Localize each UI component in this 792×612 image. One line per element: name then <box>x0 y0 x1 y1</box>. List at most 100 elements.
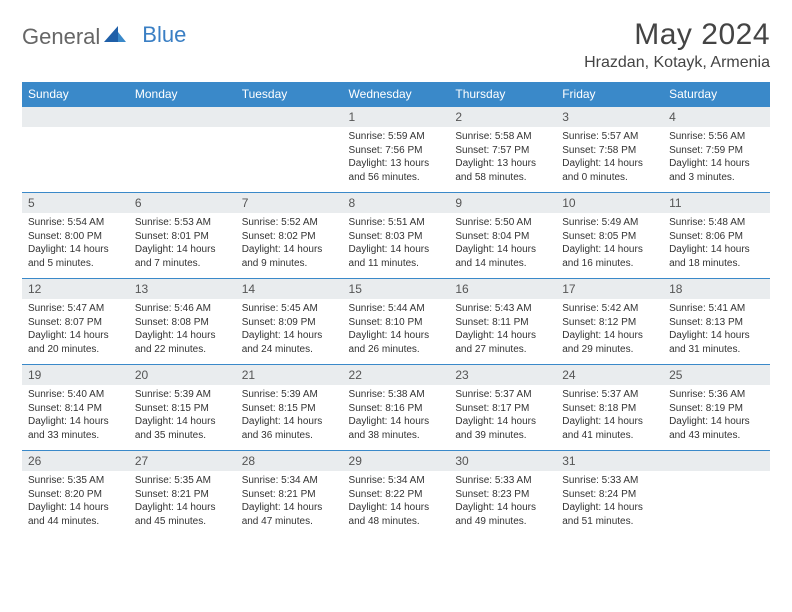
day-details: Sunrise: 5:56 AMSunset: 7:59 PMDaylight:… <box>663 127 770 188</box>
day-cell: 10Sunrise: 5:49 AMSunset: 8:05 PMDayligh… <box>556 193 663 279</box>
day-cell: 2Sunrise: 5:58 AMSunset: 7:57 PMDaylight… <box>449 107 556 193</box>
day-details: Sunrise: 5:39 AMSunset: 8:15 PMDaylight:… <box>236 385 343 446</box>
day-number: 4 <box>663 107 770 127</box>
day-details: Sunrise: 5:35 AMSunset: 8:20 PMDaylight:… <box>22 471 129 532</box>
day-cell: 20Sunrise: 5:39 AMSunset: 8:15 PMDayligh… <box>129 365 236 451</box>
day-number: 10 <box>556 193 663 213</box>
day-details: Sunrise: 5:35 AMSunset: 8:21 PMDaylight:… <box>129 471 236 532</box>
day-header: Sunday <box>22 82 129 107</box>
day-details: Sunrise: 5:57 AMSunset: 7:58 PMDaylight:… <box>556 127 663 188</box>
day-number: 30 <box>449 451 556 471</box>
logo-text-1: General <box>22 24 100 50</box>
day-number: 20 <box>129 365 236 385</box>
day-number: 31 <box>556 451 663 471</box>
day-number: 12 <box>22 279 129 299</box>
empty-cell <box>22 107 129 193</box>
day-details: Sunrise: 5:45 AMSunset: 8:09 PMDaylight:… <box>236 299 343 360</box>
day-number: 11 <box>663 193 770 213</box>
day-number <box>22 107 129 127</box>
day-cell: 5Sunrise: 5:54 AMSunset: 8:00 PMDaylight… <box>22 193 129 279</box>
day-number: 27 <box>129 451 236 471</box>
logo-text-2: Blue <box>142 22 186 48</box>
logo: General Blue <box>22 18 174 50</box>
day-number: 13 <box>129 279 236 299</box>
day-details: Sunrise: 5:41 AMSunset: 8:13 PMDaylight:… <box>663 299 770 360</box>
day-cell: 7Sunrise: 5:52 AMSunset: 8:02 PMDaylight… <box>236 193 343 279</box>
empty-cell <box>129 107 236 193</box>
day-cell: 3Sunrise: 5:57 AMSunset: 7:58 PMDaylight… <box>556 107 663 193</box>
day-details: Sunrise: 5:33 AMSunset: 8:24 PMDaylight:… <box>556 471 663 532</box>
day-number: 7 <box>236 193 343 213</box>
day-number: 29 <box>343 451 450 471</box>
month-title: May 2024 <box>584 18 770 52</box>
day-cell: 15Sunrise: 5:44 AMSunset: 8:10 PMDayligh… <box>343 279 450 365</box>
day-header: Thursday <box>449 82 556 107</box>
day-cell: 12Sunrise: 5:47 AMSunset: 8:07 PMDayligh… <box>22 279 129 365</box>
day-cell: 14Sunrise: 5:45 AMSunset: 8:09 PMDayligh… <box>236 279 343 365</box>
day-cell: 28Sunrise: 5:34 AMSunset: 8:21 PMDayligh… <box>236 451 343 537</box>
day-details: Sunrise: 5:54 AMSunset: 8:00 PMDaylight:… <box>22 213 129 274</box>
title-block: May 2024 Hrazdan, Kotayk, Armenia <box>584 18 770 72</box>
day-cell: 30Sunrise: 5:33 AMSunset: 8:23 PMDayligh… <box>449 451 556 537</box>
day-cell: 16Sunrise: 5:43 AMSunset: 8:11 PMDayligh… <box>449 279 556 365</box>
week-row: 1Sunrise: 5:59 AMSunset: 7:56 PMDaylight… <box>22 107 770 193</box>
day-number: 6 <box>129 193 236 213</box>
day-cell: 21Sunrise: 5:39 AMSunset: 8:15 PMDayligh… <box>236 365 343 451</box>
day-number <box>663 451 770 471</box>
day-number: 24 <box>556 365 663 385</box>
day-details: Sunrise: 5:38 AMSunset: 8:16 PMDaylight:… <box>343 385 450 446</box>
logo-sail-icon <box>104 24 126 50</box>
day-number: 15 <box>343 279 450 299</box>
day-cell: 8Sunrise: 5:51 AMSunset: 8:03 PMDaylight… <box>343 193 450 279</box>
day-number <box>236 107 343 127</box>
day-number: 14 <box>236 279 343 299</box>
empty-cell <box>663 451 770 537</box>
header: General Blue May 2024 Hrazdan, Kotayk, A… <box>22 18 770 72</box>
day-header: Monday <box>129 82 236 107</box>
day-cell: 29Sunrise: 5:34 AMSunset: 8:22 PMDayligh… <box>343 451 450 537</box>
week-row: 5Sunrise: 5:54 AMSunset: 8:00 PMDaylight… <box>22 193 770 279</box>
day-number: 8 <box>343 193 450 213</box>
calendar-body: 1Sunrise: 5:59 AMSunset: 7:56 PMDaylight… <box>22 107 770 537</box>
day-details: Sunrise: 5:52 AMSunset: 8:02 PMDaylight:… <box>236 213 343 274</box>
calendar-table: SundayMondayTuesdayWednesdayThursdayFrid… <box>22 82 770 537</box>
day-details: Sunrise: 5:37 AMSunset: 8:18 PMDaylight:… <box>556 385 663 446</box>
day-cell: 19Sunrise: 5:40 AMSunset: 8:14 PMDayligh… <box>22 365 129 451</box>
day-header: Wednesday <box>343 82 450 107</box>
day-number: 3 <box>556 107 663 127</box>
day-details: Sunrise: 5:51 AMSunset: 8:03 PMDaylight:… <box>343 213 450 274</box>
day-details: Sunrise: 5:36 AMSunset: 8:19 PMDaylight:… <box>663 385 770 446</box>
day-number: 9 <box>449 193 556 213</box>
day-number: 21 <box>236 365 343 385</box>
day-number: 18 <box>663 279 770 299</box>
day-cell: 9Sunrise: 5:50 AMSunset: 8:04 PMDaylight… <box>449 193 556 279</box>
day-cell: 17Sunrise: 5:42 AMSunset: 8:12 PMDayligh… <box>556 279 663 365</box>
day-number <box>129 107 236 127</box>
day-number: 26 <box>22 451 129 471</box>
day-details: Sunrise: 5:59 AMSunset: 7:56 PMDaylight:… <box>343 127 450 188</box>
day-details: Sunrise: 5:42 AMSunset: 8:12 PMDaylight:… <box>556 299 663 360</box>
week-row: 26Sunrise: 5:35 AMSunset: 8:20 PMDayligh… <box>22 451 770 537</box>
day-cell: 24Sunrise: 5:37 AMSunset: 8:18 PMDayligh… <box>556 365 663 451</box>
day-details: Sunrise: 5:47 AMSunset: 8:07 PMDaylight:… <box>22 299 129 360</box>
day-cell: 25Sunrise: 5:36 AMSunset: 8:19 PMDayligh… <box>663 365 770 451</box>
day-header: Saturday <box>663 82 770 107</box>
day-cell: 23Sunrise: 5:37 AMSunset: 8:17 PMDayligh… <box>449 365 556 451</box>
day-cell: 26Sunrise: 5:35 AMSunset: 8:20 PMDayligh… <box>22 451 129 537</box>
day-cell: 22Sunrise: 5:38 AMSunset: 8:16 PMDayligh… <box>343 365 450 451</box>
day-cell: 1Sunrise: 5:59 AMSunset: 7:56 PMDaylight… <box>343 107 450 193</box>
day-details: Sunrise: 5:39 AMSunset: 8:15 PMDaylight:… <box>129 385 236 446</box>
day-cell: 4Sunrise: 5:56 AMSunset: 7:59 PMDaylight… <box>663 107 770 193</box>
day-details: Sunrise: 5:34 AMSunset: 8:21 PMDaylight:… <box>236 471 343 532</box>
day-cell: 27Sunrise: 5:35 AMSunset: 8:21 PMDayligh… <box>129 451 236 537</box>
week-row: 19Sunrise: 5:40 AMSunset: 8:14 PMDayligh… <box>22 365 770 451</box>
day-cell: 13Sunrise: 5:46 AMSunset: 8:08 PMDayligh… <box>129 279 236 365</box>
day-details: Sunrise: 5:48 AMSunset: 8:06 PMDaylight:… <box>663 213 770 274</box>
day-number: 5 <box>22 193 129 213</box>
day-cell: 11Sunrise: 5:48 AMSunset: 8:06 PMDayligh… <box>663 193 770 279</box>
day-details: Sunrise: 5:43 AMSunset: 8:11 PMDaylight:… <box>449 299 556 360</box>
location: Hrazdan, Kotayk, Armenia <box>584 54 770 72</box>
day-number: 1 <box>343 107 450 127</box>
day-header-row: SundayMondayTuesdayWednesdayThursdayFrid… <box>22 82 770 107</box>
day-cell: 18Sunrise: 5:41 AMSunset: 8:13 PMDayligh… <box>663 279 770 365</box>
